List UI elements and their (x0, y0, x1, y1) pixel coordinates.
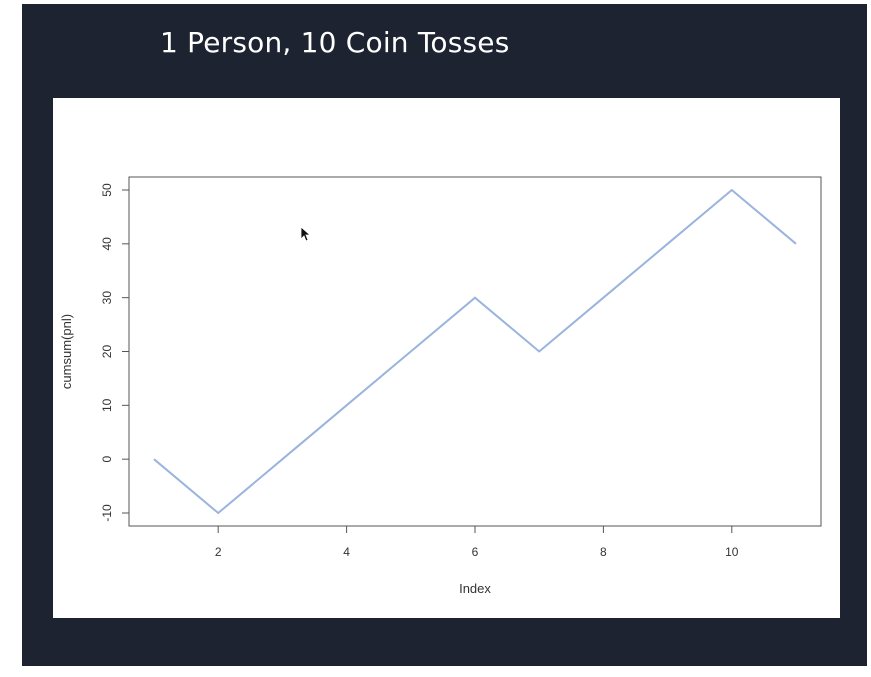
y-tick-label: 30 (100, 291, 114, 305)
y-tick-label: 10 (100, 398, 114, 412)
slide: 1 Person, 10 Coin Tosses 2 4 6 8 10 -10 0 10 20 3… (22, 4, 867, 666)
y-tick-label: 50 (100, 183, 114, 197)
x-tick-label: 2 (215, 545, 222, 559)
y-tick-label: 20 (100, 345, 114, 359)
x-axis-label: Index (459, 581, 491, 596)
y-tick-label: 40 (100, 237, 114, 251)
y-axis-label: cumsum(pnl) (59, 314, 74, 389)
plot-frame (128, 176, 822, 527)
mouse-pointer-icon (300, 226, 310, 242)
series-line (153, 188, 797, 515)
caption-strip (0, 666, 871, 677)
plot-panel: 2 4 6 8 10 -10 0 10 20 30 40 50 Index cumsum(pnl) (53, 98, 840, 618)
line-chart: 2 4 6 8 10 -10 0 10 20 30 40 50 Index cumsum(pnl) (59, 176, 822, 596)
slide-title: 1 Person, 10 Coin Tosses (160, 26, 510, 59)
x-tick-label: 6 (472, 545, 479, 559)
x-tick-label: 4 (343, 545, 350, 559)
y-tick-label: 0 (100, 456, 114, 463)
x-tick-label: 8 (600, 545, 607, 559)
x-tick-label: 10 (725, 545, 739, 559)
y-tick-label: -10 (100, 504, 114, 522)
